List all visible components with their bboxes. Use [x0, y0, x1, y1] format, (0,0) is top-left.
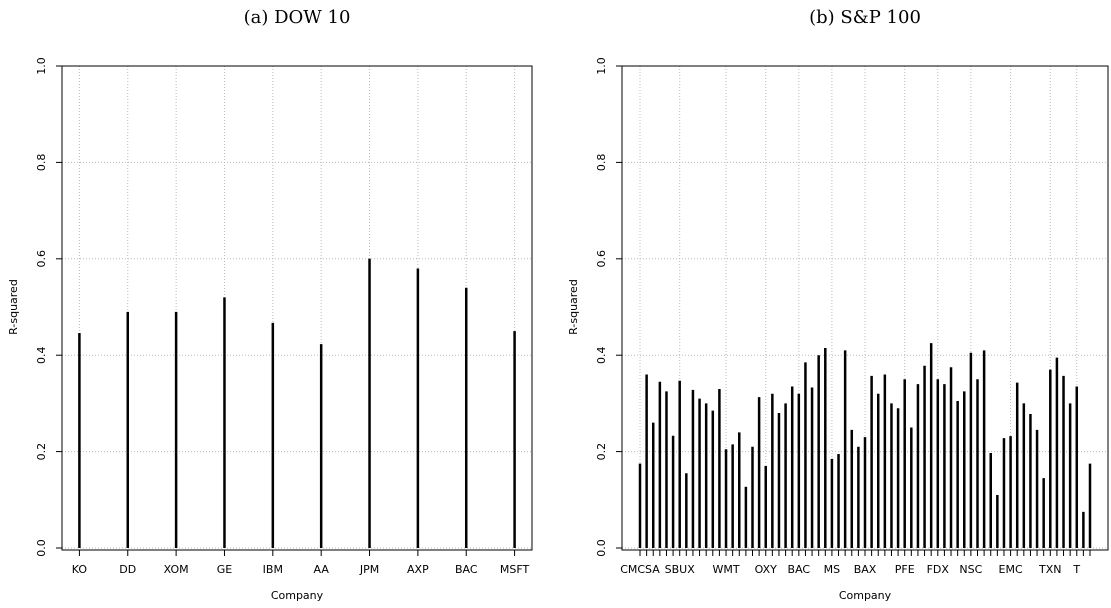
y-tick-label: 1.0: [595, 57, 608, 75]
x-tick-label: T: [1072, 563, 1080, 576]
x-tick-label: XOM: [164, 563, 189, 576]
x-tick-label: MS: [824, 563, 840, 576]
x-tick-label: KO: [72, 563, 88, 576]
plot-frame: [621, 65, 1109, 551]
x-tick-label: GE: [217, 563, 233, 576]
x-axis-label: Company: [839, 589, 892, 602]
x-axis-label: Company: [271, 589, 324, 602]
x-tick-label: EMC: [999, 563, 1023, 576]
x-tick-label: JPM: [359, 563, 379, 576]
x-tick-label: NSC: [959, 563, 982, 576]
x-tick-label: BAX: [854, 563, 877, 576]
y-tick-label: 0.0: [35, 539, 48, 557]
y-axis-label: R-squared: [567, 279, 580, 335]
x-tick-label: DD: [119, 563, 136, 576]
x-tick-label: TXN: [1038, 563, 1061, 576]
x-tick-label: OXY: [755, 563, 777, 576]
y-tick-label: 0.4: [595, 346, 608, 364]
y-tick-label: 0.2: [595, 443, 608, 461]
x-tick-label: BAC: [455, 563, 478, 576]
x-tick-label: PFE: [895, 563, 915, 576]
y-tick-label: 0.4: [35, 346, 48, 364]
y-tick-label: 0.0: [595, 539, 608, 557]
x-tick-label: FDX: [927, 563, 950, 576]
y-axis-label: R-squared: [7, 279, 20, 335]
x-tick-label: AA: [313, 563, 329, 576]
x-tick-label: IBM: [263, 563, 283, 576]
x-tick-label: CMCSA: [620, 563, 660, 576]
y-tick-label: 0.6: [35, 250, 48, 268]
x-tick-label: WMT: [712, 563, 739, 576]
chart-title: (a) DOW 10: [244, 7, 351, 28]
chart-title: (b) S&P 100: [809, 7, 921, 28]
y-tick-label: 0.2: [35, 443, 48, 461]
plot-frame: [61, 65, 533, 551]
x-tick-label: BAC: [788, 563, 811, 576]
y-tick-label: 0.6: [595, 250, 608, 268]
y-tick-label: 0.8: [595, 154, 608, 172]
y-tick-label: 0.8: [35, 154, 48, 172]
x-tick-label: MSFT: [500, 563, 530, 576]
x-tick-label: AXP: [407, 563, 429, 576]
y-tick-label: 1.0: [35, 57, 48, 75]
x-tick-label: SBUX: [665, 563, 696, 576]
